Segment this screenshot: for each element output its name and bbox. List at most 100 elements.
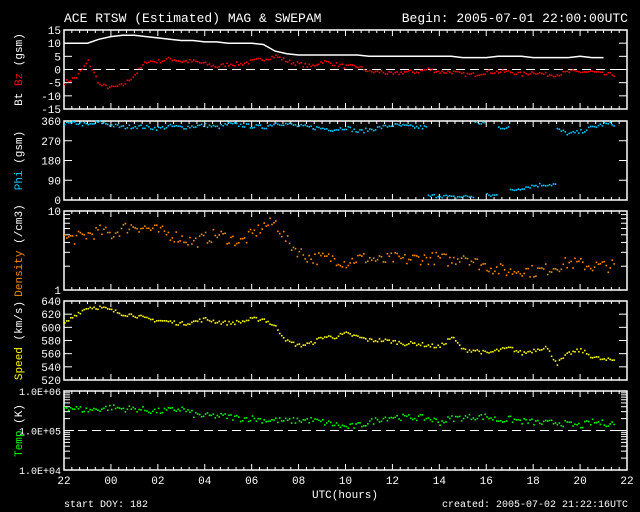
data-point bbox=[329, 335, 332, 338]
data-point bbox=[181, 126, 183, 128]
data-point bbox=[132, 226, 134, 228]
data-point bbox=[376, 340, 379, 343]
data-point bbox=[83, 308, 86, 311]
data-point bbox=[314, 342, 316, 344]
data-point bbox=[550, 74, 553, 77]
data-point bbox=[611, 259, 613, 261]
data-point bbox=[554, 268, 557, 270]
data-point bbox=[339, 63, 342, 66]
data-point bbox=[539, 71, 541, 74]
data-point bbox=[417, 72, 420, 74]
data-point bbox=[271, 55, 273, 58]
data-point bbox=[261, 127, 263, 129]
data-point bbox=[386, 339, 389, 341]
data-point bbox=[249, 59, 252, 61]
data-point bbox=[210, 414, 213, 417]
data-point bbox=[142, 315, 144, 318]
data-point bbox=[447, 416, 449, 418]
data-point bbox=[64, 406, 66, 409]
data-point bbox=[257, 124, 260, 127]
data-point bbox=[560, 424, 563, 427]
data-point bbox=[359, 129, 361, 131]
data-point bbox=[302, 254, 305, 256]
series-bz bbox=[64, 54, 615, 90]
data-point bbox=[300, 421, 303, 423]
data-point bbox=[159, 127, 162, 129]
data-point bbox=[580, 129, 582, 131]
data-point bbox=[112, 404, 115, 406]
data-point bbox=[576, 129, 578, 132]
data-point bbox=[456, 416, 459, 418]
data-point bbox=[560, 73, 563, 76]
data-point bbox=[228, 242, 230, 244]
data-point bbox=[69, 80, 72, 82]
data-point bbox=[222, 124, 224, 127]
data-point bbox=[118, 235, 121, 237]
data-point bbox=[238, 64, 240, 66]
data-point bbox=[597, 356, 600, 358]
data-point bbox=[93, 71, 95, 74]
data-point bbox=[599, 71, 602, 74]
data-point bbox=[140, 314, 142, 317]
data-point bbox=[236, 122, 238, 125]
data-point bbox=[271, 324, 273, 326]
data-point bbox=[363, 425, 365, 427]
data-point bbox=[408, 70, 410, 72]
data-point bbox=[353, 262, 355, 264]
data-point bbox=[349, 423, 351, 425]
data-point bbox=[183, 408, 185, 410]
data-point bbox=[345, 64, 348, 66]
data-point bbox=[259, 124, 262, 126]
data-point bbox=[97, 308, 99, 311]
data-point bbox=[171, 322, 174, 324]
data-point bbox=[464, 194, 467, 197]
data-point bbox=[482, 73, 484, 76]
data-point bbox=[255, 316, 258, 319]
data-point bbox=[204, 317, 207, 319]
data-point bbox=[320, 61, 322, 63]
data-point bbox=[93, 238, 95, 240]
data-point bbox=[529, 276, 531, 278]
data-point bbox=[204, 61, 207, 64]
data-point bbox=[351, 422, 353, 425]
data-point bbox=[496, 194, 498, 196]
data-point bbox=[243, 126, 246, 128]
data-point bbox=[140, 227, 142, 230]
data-point bbox=[220, 230, 222, 233]
data-point bbox=[599, 123, 602, 125]
data-point bbox=[79, 312, 82, 315]
data-point bbox=[480, 352, 482, 355]
data-point bbox=[132, 406, 134, 409]
data-point bbox=[488, 194, 490, 196]
data-point bbox=[431, 194, 434, 196]
data-point bbox=[320, 254, 322, 257]
data-point bbox=[433, 263, 436, 266]
data-point bbox=[363, 337, 365, 339]
data-point bbox=[593, 71, 596, 73]
data-point bbox=[105, 405, 107, 408]
data-point bbox=[130, 313, 133, 315]
data-point bbox=[198, 61, 201, 64]
data-point bbox=[181, 406, 183, 409]
data-point bbox=[245, 241, 248, 244]
data-point bbox=[91, 307, 93, 310]
data-point bbox=[494, 349, 496, 352]
data-point bbox=[505, 347, 508, 349]
data-point bbox=[183, 241, 185, 244]
data-point bbox=[353, 427, 355, 429]
data-point bbox=[511, 71, 514, 74]
data-point bbox=[230, 236, 232, 239]
data-point bbox=[593, 266, 596, 268]
data-point bbox=[179, 240, 181, 242]
data-point bbox=[466, 72, 469, 75]
data-point bbox=[306, 125, 308, 127]
data-point bbox=[433, 193, 436, 196]
data-point bbox=[228, 121, 230, 124]
data-point bbox=[406, 262, 408, 265]
data-point bbox=[101, 122, 103, 125]
data-point bbox=[95, 408, 97, 411]
data-point bbox=[107, 87, 109, 90]
data-point bbox=[517, 351, 520, 353]
data-point bbox=[496, 420, 498, 422]
data-point bbox=[415, 344, 418, 347]
